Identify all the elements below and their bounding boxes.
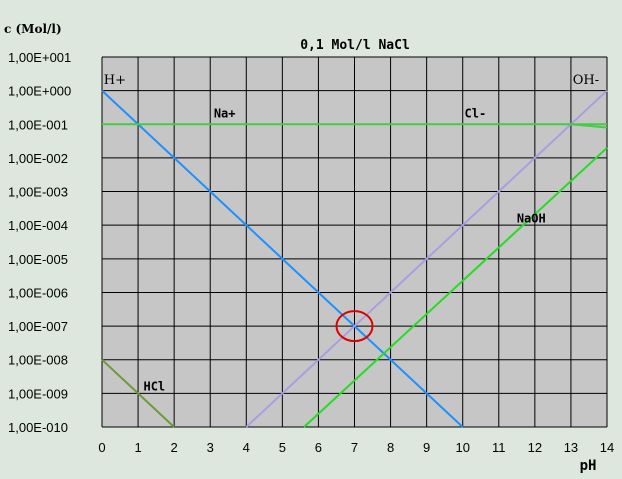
label-oh: OH-	[573, 73, 599, 88]
x-tick-label: 6	[315, 440, 322, 455]
label-hcl: HCl	[143, 380, 165, 394]
y-tick-label: 1,00E-001	[8, 117, 68, 132]
y-tick-label: 1,00E+001	[8, 50, 71, 65]
grid-lines	[101, 56, 608, 428]
x-tick-label: 11	[492, 440, 506, 455]
series-line-hcl	[101, 358, 175, 428]
y-tick-label: 1,00E-007	[8, 319, 68, 334]
x-tick-label: 0	[98, 440, 105, 455]
y-tick-label: 1,00E-002	[8, 151, 68, 166]
y-tick-label: 1,00E-009	[8, 386, 68, 401]
y-tick-label: 1,00E-003	[8, 185, 68, 200]
series-line-naoh	[303, 147, 608, 428]
series-line-cl	[570, 123, 608, 129]
tick-labels: 0 1 2 3 4 5 6 7 8 9 10 11 12 13 141,00E+0011,00E+0001,…	[8, 50, 614, 455]
x-tick-label: 7	[351, 440, 358, 455]
y-tick-label: 1,00E-008	[8, 353, 68, 368]
x-tick-label: 4	[243, 440, 250, 455]
label-h: H+	[104, 73, 126, 88]
highlight-layer	[335, 310, 374, 343]
chart-title: 0,1 Mol/l NaCl	[300, 38, 410, 53]
series-layer	[101, 89, 608, 428]
x-tick-label: 8	[387, 440, 394, 455]
series-line-oh	[245, 89, 608, 428]
x-tick-label: 10	[455, 440, 469, 455]
x-tick-label: 13	[564, 440, 578, 455]
annotations: H+ OH- Na+ Cl- NaOH HCl	[104, 73, 599, 394]
x-tick-label: 3	[207, 440, 214, 455]
y-tick-label: 1,00E+000	[8, 84, 71, 99]
label-cl: Cl-	[465, 106, 487, 120]
label-na: Na+	[214, 106, 236, 120]
label-naoh: NaOH	[517, 212, 546, 226]
x-tick-label: 12	[528, 440, 542, 455]
y-tick-label: 1,00E-010	[8, 420, 68, 435]
neutral-point-circle	[335, 310, 374, 343]
x-tick-label: 14	[600, 440, 614, 455]
x-tick-label: 9	[423, 440, 430, 455]
x-tick-label: 5	[279, 440, 286, 455]
x-tick-label: 1	[134, 440, 141, 455]
x-tick-label: 2	[171, 440, 178, 455]
x-axis-label: pH	[580, 458, 597, 474]
series-line-h	[101, 89, 464, 428]
y-tick-label: 1,00E-004	[8, 218, 68, 233]
y-axis-label: c (Mol/l)	[4, 22, 62, 36]
y-tick-label: 1,00E-006	[8, 285, 68, 300]
y-tick-label: 1,00E-005	[8, 252, 68, 267]
